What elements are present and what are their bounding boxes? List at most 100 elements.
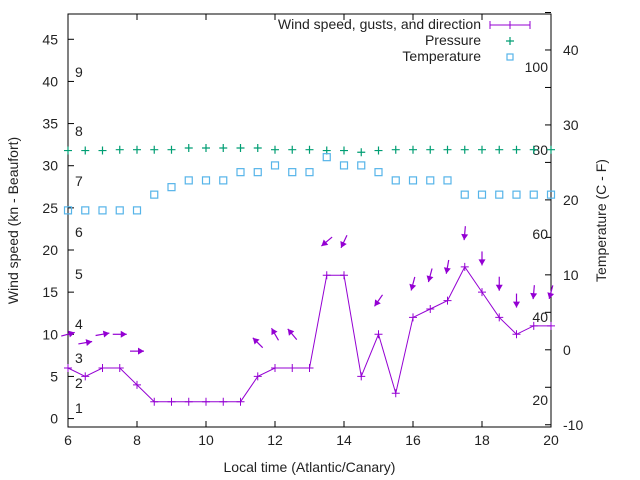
legend-label-pressure: Pressure: [425, 32, 481, 48]
temperature-point: [98, 206, 107, 215]
legend-label-wind: Wind speed, gusts, and direction: [278, 16, 481, 32]
legend-pressure-marker: [506, 37, 514, 45]
wind-speed-point: [357, 372, 366, 381]
wind-speed-point: [529, 321, 538, 330]
temperature-point: [443, 176, 452, 185]
gust-arrow-head: [443, 267, 451, 274]
beaufort-label: 8: [75, 123, 83, 139]
wind-speed-point: [391, 389, 400, 398]
wind-speed-point: [495, 313, 504, 322]
y-axis-label: Wind speed (kn - Beaufort): [5, 137, 21, 304]
gust-arrow-head: [409, 283, 417, 291]
pressure-point: [98, 146, 107, 155]
temperature-point: [150, 190, 159, 199]
beaufort-label: 3: [75, 350, 83, 366]
wind-speed-point: [167, 397, 176, 406]
wind-speed-point: [340, 271, 348, 280]
temperature-point: [81, 206, 90, 215]
y2-tick-label: 0: [563, 342, 571, 358]
gust-arrow-head: [271, 328, 278, 336]
y2-tick-label: -10: [563, 417, 583, 433]
fahrenheit-label: 100: [525, 59, 549, 75]
pressure-point: [340, 146, 348, 155]
temperature-point: [495, 190, 504, 199]
wind-speed-point: [322, 271, 331, 280]
wind-speed-point: [219, 397, 228, 406]
pressure-point: [529, 145, 538, 154]
temperature-point: [391, 176, 400, 185]
wind-speed-point: [374, 330, 383, 339]
temperature-point: [63, 206, 73, 215]
legend-label-temperature: Temperature: [402, 48, 481, 64]
wind-speed-point: [184, 397, 193, 406]
y2-axis-label: Temperature (C - F): [593, 159, 609, 282]
pressure-point: [81, 146, 90, 155]
wind-speed-point: [115, 364, 124, 372]
beaufort-label: 5: [75, 266, 83, 282]
x-tick-label: 6: [64, 432, 72, 448]
pressure-point: [426, 145, 435, 154]
temperature-point: [305, 168, 314, 177]
pressure-point: [443, 145, 452, 154]
gust-arrow-head: [461, 233, 469, 241]
pressure-point: [64, 146, 72, 155]
wind-speed-point: [236, 397, 245, 406]
gust-arrow-head: [138, 347, 144, 355]
gust-arrow-head: [321, 239, 329, 247]
x-tick-label: 8: [133, 432, 141, 448]
fahrenheit-label: 60: [532, 226, 548, 242]
gust-arrow-head: [340, 240, 347, 248]
y-tick-label: 10: [42, 326, 58, 342]
y-tick-label: 45: [42, 31, 58, 47]
gust-arrow-head: [68, 330, 75, 338]
pressure-point: [495, 145, 504, 154]
wind-speed-point: [288, 364, 297, 372]
gust-arrow-head: [426, 275, 434, 283]
fahrenheit-label: 20: [532, 392, 548, 408]
y2-tick-label: 20: [563, 192, 579, 208]
temperature-point: [219, 176, 228, 185]
wind-speed-point: [98, 364, 107, 372]
x-tick-label: 16: [405, 432, 421, 448]
temperature-point: [529, 190, 538, 199]
plot-border: [67, 13, 552, 428]
x-axis-label: Local time (Atlantic/Canary): [224, 459, 396, 475]
gust-arrow-head: [495, 284, 503, 291]
temperature-point: [322, 153, 331, 162]
fahrenheit-label: 40: [532, 309, 548, 325]
pressure-point: [184, 144, 193, 153]
temperature-point: [270, 161, 280, 170]
y-tick-label: 20: [42, 242, 58, 258]
gust-arrow-head: [102, 330, 110, 338]
gust-arrow-head: [513, 301, 520, 308]
beaufort-label: 4: [75, 316, 83, 332]
pressure-point: [253, 144, 262, 153]
y-tick-label: 5: [50, 368, 58, 384]
pressure-point: [409, 145, 417, 154]
beaufort-label: 2: [75, 375, 83, 391]
wind-speed-point: [305, 364, 314, 372]
pressure-point: [236, 144, 245, 153]
y-tick-label: 25: [42, 200, 58, 216]
y2-tick-label: 10: [563, 267, 579, 283]
gust-arrow-head: [252, 337, 260, 345]
temperature-point: [201, 176, 211, 185]
wind-speed-point: [81, 372, 90, 381]
y-tick-label: 40: [42, 73, 58, 89]
beaufort-label: 7: [75, 173, 83, 189]
pressure-point: [478, 145, 486, 154]
temperature-point: [184, 176, 193, 185]
temperature-point: [288, 168, 297, 177]
temperature-point: [132, 206, 142, 215]
x-tick-label: 10: [198, 432, 214, 448]
fahrenheit-label: 80: [532, 142, 548, 158]
wind-speed-point: [150, 397, 159, 406]
wind-speed-point: [426, 305, 435, 313]
pressure-point: [202, 144, 210, 153]
pressure-point: [305, 145, 314, 154]
temperature-point: [339, 161, 349, 170]
temperature-point: [477, 190, 487, 199]
gust-arrow-head: [120, 330, 127, 338]
wind-speed-point: [478, 288, 486, 297]
